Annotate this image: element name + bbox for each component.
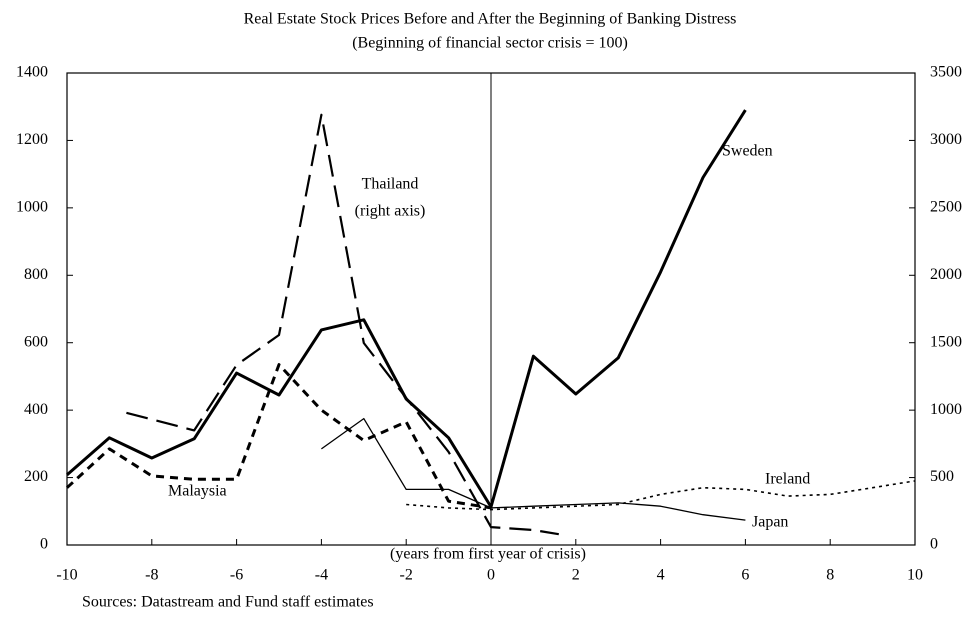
x-tick-label: 8 — [826, 567, 834, 584]
series-label: Sweden — [722, 143, 773, 160]
y-tick-label: 200 — [24, 468, 48, 485]
source-note: Sources: Datastream and Fund staff estim… — [82, 594, 374, 611]
x-tick-label: -2 — [400, 567, 413, 584]
y2-tick-label: 2500 — [930, 199, 962, 216]
x-tick-label: -10 — [56, 567, 77, 584]
chart-title: Real Estate Stock Prices Before and Afte… — [244, 11, 737, 28]
y2-tick-label: 3000 — [930, 131, 962, 148]
series-line — [321, 417, 746, 521]
y2-tick-label: 0 — [930, 536, 938, 553]
series-label: Japan — [752, 514, 788, 531]
x-tick-label: -8 — [145, 567, 158, 584]
series-line — [126, 113, 559, 536]
series-line — [66, 109, 747, 509]
y-tick-label: 0 — [40, 536, 48, 553]
y-tick-label: 1400 — [16, 64, 48, 81]
series-label: Ireland — [765, 471, 810, 488]
y-tick-label: 400 — [24, 401, 48, 418]
series-line — [406, 480, 916, 511]
x-tick-label: 2 — [572, 567, 580, 584]
y2-tick-label: 2000 — [930, 266, 962, 283]
y2-tick-label: 1500 — [930, 333, 962, 350]
y-tick-label: 600 — [24, 333, 48, 350]
y2-tick-label: 3500 — [930, 64, 962, 81]
series-line — [65, 363, 492, 510]
y2-tick-label: 500 — [930, 468, 954, 485]
chart-subtitle: (Beginning of financial sector crisis = … — [352, 35, 628, 52]
x-tick-label: -6 — [230, 567, 243, 584]
series-label: Malaysia — [168, 483, 227, 500]
x-axis-label: (years from first year of crisis) — [390, 546, 586, 563]
y-tick-label: 1200 — [16, 131, 48, 148]
y2-tick-label: 1000 — [930, 401, 962, 418]
y-tick-label: 1000 — [16, 199, 48, 216]
x-tick-label: 0 — [487, 567, 495, 584]
x-tick-label: 10 — [907, 567, 923, 584]
y-tick-label: 800 — [24, 266, 48, 283]
x-tick-label: 4 — [657, 567, 665, 584]
series-annotation: (right axis) — [355, 203, 426, 220]
x-tick-label: -4 — [315, 567, 328, 584]
series-label: Thailand — [362, 176, 419, 193]
x-tick-label: 6 — [741, 567, 749, 584]
